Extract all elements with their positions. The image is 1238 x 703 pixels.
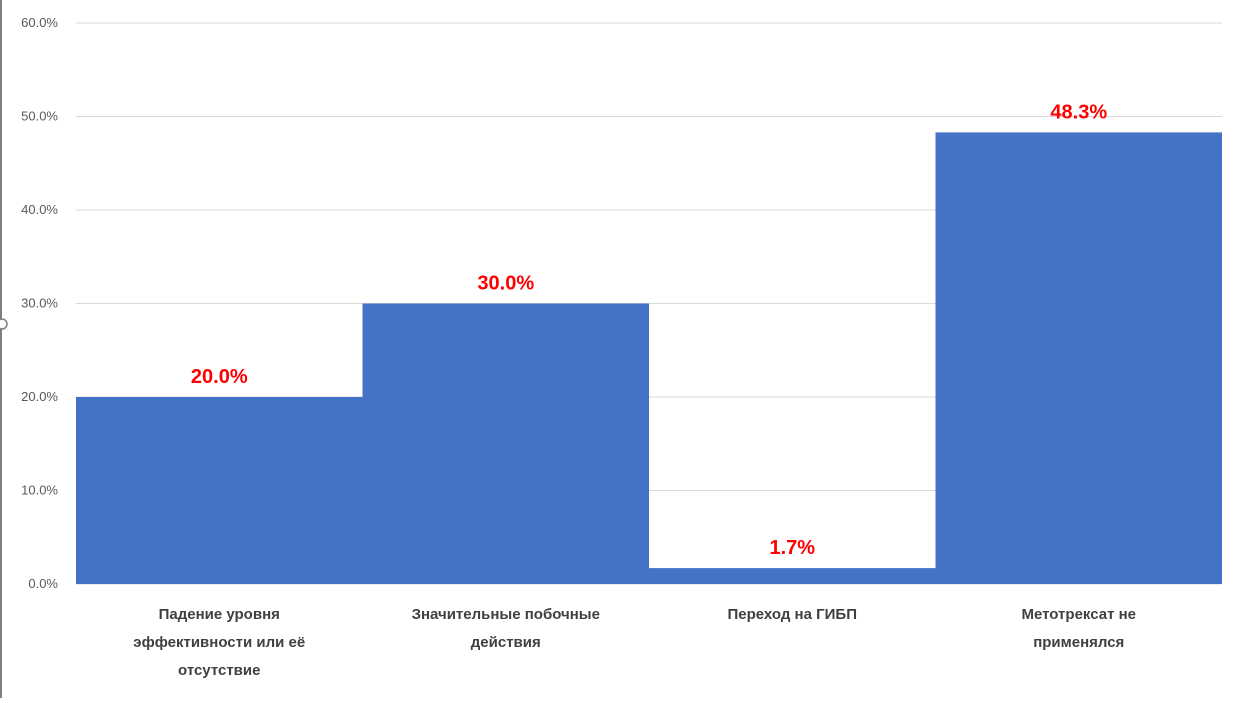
bar [649, 568, 936, 584]
category-label-line: применялся [1033, 634, 1124, 651]
y-tick-label: 10.0% [21, 483, 58, 498]
category-label: Значительные побочные действия [412, 606, 600, 651]
y-tick-label: 40.0% [21, 202, 58, 217]
chart-frame-left-border [0, 0, 2, 698]
data-label: 48.3% [1050, 101, 1107, 123]
category-label-line: эффективности или её [133, 634, 305, 651]
bar [935, 132, 1222, 584]
category-label-line: действия [471, 634, 541, 651]
x-axis-categories: Падение уровня эффективности или её отсутс… [133, 606, 1136, 679]
bar [362, 303, 649, 584]
category-label-line: Значительные побочные [412, 606, 600, 623]
y-tick-label: 50.0% [21, 109, 58, 124]
data-label: 20.0% [191, 366, 248, 388]
y-axis-ticks: 0.0% 10.0% 20.0% 30.0% 40.0% 50.0% 60.0% [21, 15, 58, 591]
category-label-line: Переход на ГИБП [728, 606, 857, 623]
category-label: Метотрексат не применялся [1021, 606, 1136, 651]
y-tick-label: 30.0% [21, 296, 58, 311]
resize-handle-left[interactable] [0, 318, 8, 330]
y-tick-label: 20.0% [21, 389, 58, 404]
bars [76, 132, 1222, 584]
category-label: Переход на ГИБП [728, 606, 857, 623]
category-label-line: Метотрексат не [1021, 606, 1136, 623]
bar [76, 397, 363, 584]
category-label-line: отсутствие [178, 662, 260, 679]
data-label: 30.0% [477, 273, 534, 295]
category-label-line: Падение уровня [159, 606, 280, 623]
data-labels: 20.0% 30.0% 1.7% 48.3% [191, 101, 1107, 559]
y-tick-label: 0.0% [28, 576, 58, 591]
data-label: 1.7% [769, 537, 815, 559]
y-tick-label: 60.0% [21, 15, 58, 30]
category-label: Падение уровня эффективности или её отсутс… [133, 606, 305, 679]
